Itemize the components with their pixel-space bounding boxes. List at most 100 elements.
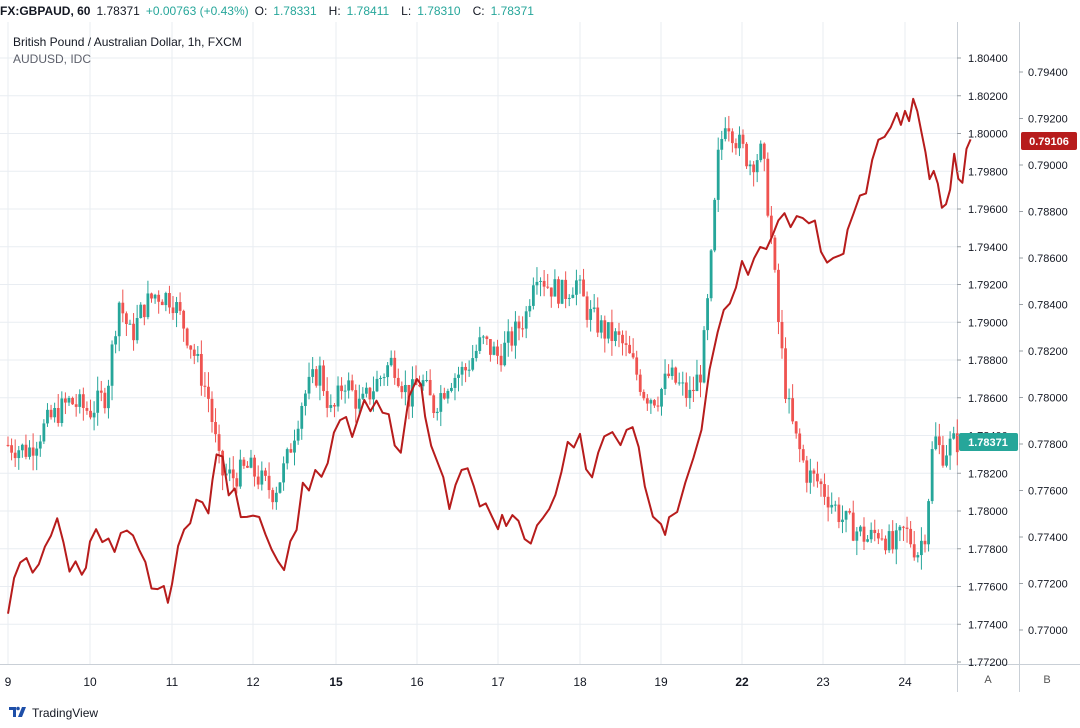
- candle-body: [524, 311, 528, 329]
- right-tick-label: 0.78200: [1028, 346, 1068, 358]
- candle-body: [28, 447, 31, 457]
- candle-body: [264, 470, 267, 476]
- candle-body: [720, 138, 724, 150]
- tradingview-logo-icon[interactable]: [8, 701, 28, 727]
- candle-body: [656, 405, 660, 407]
- candle-body: [185, 328, 189, 346]
- candle-body: [278, 482, 282, 493]
- candle-body: [866, 539, 869, 542]
- candle-body: [350, 380, 354, 391]
- candle-body: [621, 334, 624, 344]
- candle-body: [531, 285, 535, 306]
- left-tick-label: 1.78800: [968, 355, 1008, 367]
- candle-body: [253, 457, 256, 477]
- tradingview-brand[interactable]: TradingView: [32, 706, 99, 720]
- right-tick-label: 0.77200: [1028, 579, 1068, 591]
- candle-body: [510, 331, 514, 346]
- candle-body: [60, 398, 64, 424]
- symbol-label[interactable]: FX:GBPAUD, 60: [0, 4, 91, 18]
- candle-body: [117, 302, 121, 337]
- candle-body: [372, 391, 375, 400]
- candle-body: [894, 530, 898, 550]
- candle-body: [557, 279, 560, 304]
- price-chart[interactable]: 1.80400 1.80200 1.80000 1.79800 1.79600 1.794…: [0, 0, 1080, 700]
- candle-body: [684, 382, 688, 399]
- right-tick-label: 0.77400: [1028, 532, 1068, 544]
- candle-body: [752, 164, 756, 173]
- candle-body: [844, 510, 848, 520]
- candle-body: [10, 445, 13, 453]
- candle-body: [442, 393, 446, 399]
- candle-body: [157, 294, 161, 302]
- candle-body: [560, 279, 564, 304]
- candle-body: [855, 531, 859, 541]
- candle-body: [38, 441, 42, 449]
- candle-body: [146, 293, 150, 318]
- candle-body: [74, 404, 78, 407]
- candle-body: [49, 409, 53, 418]
- candle-body: [71, 397, 74, 405]
- candle-body: [808, 470, 812, 483]
- scale-b-button[interactable]: B: [1043, 674, 1051, 686]
- candle-body: [142, 304, 146, 318]
- candle-body: [210, 398, 214, 422]
- candle-body: [677, 382, 681, 384]
- candle-body: [549, 287, 553, 297]
- candle-body: [217, 434, 221, 451]
- candle-body: [432, 395, 436, 414]
- candle-body: [794, 421, 798, 434]
- candle-body: [521, 328, 524, 330]
- scale-a-button[interactable]: A: [984, 674, 992, 686]
- candle-body: [603, 320, 607, 339]
- candle-body: [389, 357, 393, 366]
- candle-body: [485, 336, 489, 340]
- candle-body: [617, 331, 621, 335]
- time-tick-label: 16: [410, 675, 424, 689]
- candle-body: [64, 398, 67, 403]
- candle-body: [340, 385, 343, 392]
- left-last-badge-bg: [959, 433, 1018, 451]
- candle-body: [851, 512, 855, 541]
- price-change: +0.00763 (+0.43%): [145, 4, 249, 18]
- candle-body: [528, 305, 532, 312]
- candle-body: [578, 279, 582, 281]
- candle-body: [898, 526, 902, 531]
- candle-body: [135, 318, 139, 341]
- candle-body: [514, 321, 517, 346]
- last-price: 1.78371: [96, 4, 140, 18]
- candle-body: [592, 307, 596, 309]
- candle-body: [738, 134, 741, 149]
- candle-body: [755, 160, 759, 173]
- candle-body: [189, 345, 193, 350]
- candle-body: [503, 342, 507, 366]
- candle-body: [769, 215, 773, 238]
- candle-body: [599, 320, 603, 333]
- candle-body: [368, 387, 372, 400]
- time-tick-label: 15: [329, 675, 343, 689]
- candle-body: [128, 323, 132, 325]
- candle-body: [446, 390, 450, 399]
- candle-body: [628, 344, 632, 354]
- candle-body: [132, 323, 135, 341]
- candle-body: [713, 199, 717, 251]
- candle-body: [364, 387, 368, 394]
- candle-body: [207, 386, 210, 399]
- candle-body: [734, 143, 738, 149]
- candle-body: [923, 540, 927, 545]
- candle-body: [375, 378, 379, 392]
- candle-body: [660, 388, 663, 407]
- candle-body: [92, 412, 96, 418]
- candle-body: [418, 384, 421, 387]
- candle-body: [759, 143, 763, 161]
- candle-body: [411, 379, 414, 407]
- candle-body: [164, 293, 168, 306]
- left-tick-label: 1.80200: [968, 91, 1008, 103]
- candle-body: [382, 377, 386, 379]
- open-value: 1.78331: [273, 4, 317, 18]
- candle-body: [478, 337, 482, 351]
- symbol-info-bar: FX:GBPAUD, 60 1.78371 +0.00763 (+0.43%) O: 1…: [0, 0, 1080, 22]
- candle-body: [282, 463, 286, 483]
- candle-body: [859, 526, 862, 532]
- candle-body: [17, 450, 21, 459]
- right-tick-label: 0.78800: [1028, 207, 1068, 219]
